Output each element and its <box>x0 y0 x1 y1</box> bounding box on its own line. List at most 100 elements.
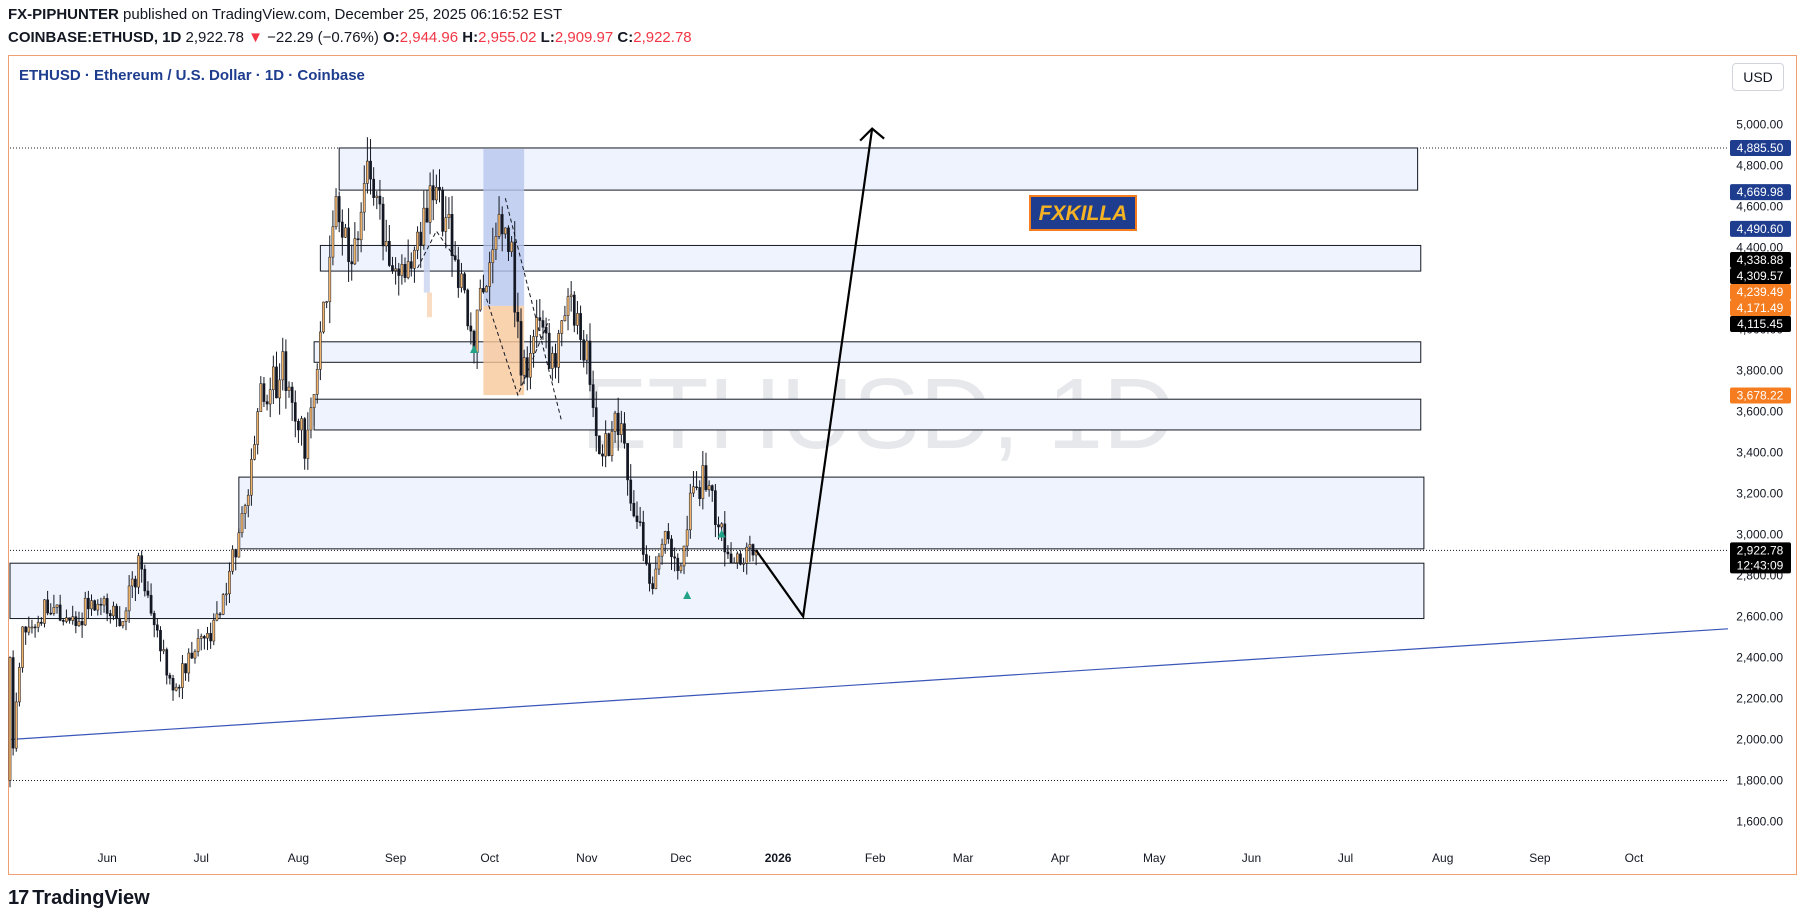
candle <box>372 167 376 206</box>
candle <box>27 616 31 636</box>
candle <box>353 222 357 266</box>
candle <box>228 562 231 604</box>
candle-body <box>162 649 165 652</box>
candle-body <box>152 613 156 626</box>
signal-marker-icon <box>717 529 726 538</box>
candle <box>369 139 372 195</box>
price-label-text: 4,669.98 <box>1737 185 1784 199</box>
candle-body <box>657 555 661 570</box>
candle-body <box>522 357 526 376</box>
candle-body <box>331 226 335 258</box>
signal-marker-icon <box>683 591 692 599</box>
candle <box>601 444 604 467</box>
candle <box>654 556 658 590</box>
candle <box>271 355 275 404</box>
candle <box>287 381 291 398</box>
candle <box>641 510 645 562</box>
candle-body <box>387 240 391 266</box>
candle-body <box>246 494 250 506</box>
candle-body <box>14 701 18 749</box>
candle-body <box>594 407 598 437</box>
candle-body <box>375 195 379 198</box>
y-tick-label: 4,400.00 <box>1736 241 1783 255</box>
candle-body <box>419 231 423 246</box>
candle-body <box>447 214 451 219</box>
currency-button[interactable]: USD <box>1732 63 1784 91</box>
candle-body <box>8 657 12 781</box>
candle <box>557 329 560 384</box>
candle <box>613 410 617 443</box>
candle-body <box>651 583 655 589</box>
candle-body <box>155 624 159 631</box>
candle-body <box>369 160 372 180</box>
candle-body <box>670 538 673 558</box>
open-label: O: <box>383 29 400 46</box>
candle-body <box>234 549 238 558</box>
candle <box>579 305 582 360</box>
candle <box>155 618 159 638</box>
candle <box>387 224 391 267</box>
candle <box>619 410 623 443</box>
candle-body <box>623 423 626 444</box>
candle-body <box>450 214 454 256</box>
candle <box>83 591 87 627</box>
candle-body <box>228 570 231 595</box>
candle <box>516 292 520 339</box>
author-name: FX-PIPHUNTER <box>8 6 119 23</box>
price-label-bg <box>1730 284 1791 301</box>
candle <box>695 471 698 491</box>
x-tick-label: Oct <box>1625 851 1644 865</box>
x-tick-label: Jul <box>1338 851 1353 865</box>
y-tick-label: 1,800.00 <box>1736 774 1783 788</box>
candle <box>503 227 507 239</box>
candle-body <box>425 207 429 223</box>
candle-body <box>588 340 592 385</box>
candle-body <box>638 521 642 523</box>
candle-body <box>281 351 285 381</box>
candle <box>234 548 238 571</box>
candle-body <box>359 211 363 241</box>
candle-body <box>532 336 535 354</box>
price-label: 4,239.49 <box>1730 284 1791 301</box>
candle <box>77 611 81 627</box>
candle-body <box>626 443 629 481</box>
candle-body <box>378 195 382 205</box>
candle-body <box>177 686 181 689</box>
candle <box>74 611 78 634</box>
candle-body <box>645 554 648 565</box>
candle <box>585 334 589 375</box>
candle <box>337 191 341 233</box>
y-tick-label: 2,400.00 <box>1736 651 1783 665</box>
candle-body <box>71 616 75 621</box>
price-label-bg <box>1730 220 1791 237</box>
candle-body <box>187 652 191 674</box>
candle-body <box>350 261 354 265</box>
price-label: 4,115.45 <box>1730 316 1791 333</box>
price-label-bg <box>1730 268 1791 285</box>
candle-body <box>604 433 608 457</box>
x-tick-label: Dec <box>670 851 691 865</box>
projection-arrowhead-icon <box>859 127 885 142</box>
price-label-bg <box>1730 316 1791 333</box>
price-label: 4,885.50 <box>1730 139 1791 156</box>
candle-body <box>381 203 385 247</box>
candle <box>435 174 438 205</box>
candle <box>453 241 457 262</box>
tradingview-logo[interactable]: 17 TradingView <box>8 887 150 910</box>
price-label-text: 3,678.22 <box>1737 388 1784 402</box>
candle-body <box>714 490 717 525</box>
candle-body <box>751 544 755 556</box>
candle-body <box>36 621 40 628</box>
candle <box>322 301 325 334</box>
candle-body <box>478 288 482 311</box>
candle <box>146 581 150 599</box>
candle-body <box>309 407 313 431</box>
candle-body <box>77 621 81 626</box>
candle <box>359 202 363 253</box>
candle <box>478 279 482 312</box>
candle-body <box>65 617 68 622</box>
price-label: 3,678.22 <box>1730 387 1791 404</box>
candle-body <box>108 613 112 617</box>
candle <box>181 654 184 699</box>
